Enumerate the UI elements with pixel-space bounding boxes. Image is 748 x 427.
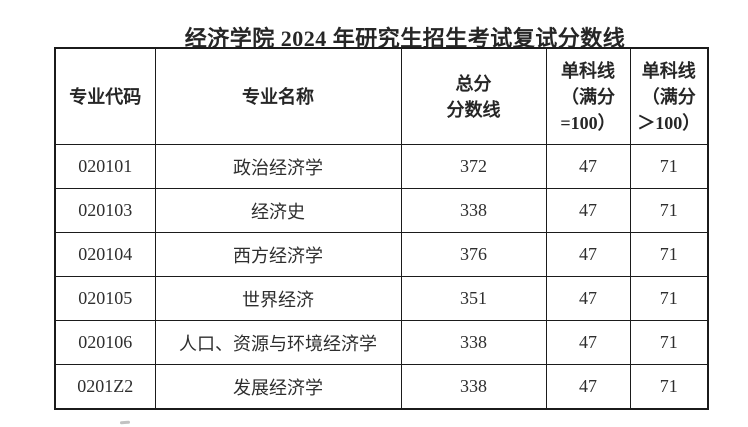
cell-single-gt100: 71 (629, 188, 709, 233)
col-header-single-subject-100: 单科线 （满分 =100） (545, 47, 631, 145)
cell-single-gt100: 71 (629, 144, 709, 189)
cell-single-100: 47 (545, 144, 631, 189)
col-header-major-name: 专业名称 (154, 47, 402, 145)
cell-total-score: 372 (400, 144, 547, 189)
header-line: ＞100） (637, 112, 701, 133)
cell-major-name: 人口、资源与环境经济学 (154, 320, 402, 365)
cell-total-score: 376 (400, 232, 547, 277)
table-header-row: 专业代码 专业名称 总分 分数线 单科线 （满分 =100） 单科线 （满分 (54, 47, 709, 145)
cell-major-code: 020105 (54, 276, 156, 321)
cell-major-code: 020106 (54, 320, 156, 365)
col-header-total-score: 总分 分数线 (400, 47, 547, 145)
header-line: （满分 (561, 86, 615, 107)
col-header-major-code: 专业代码 (54, 47, 156, 145)
score-line-table: 专业代码 专业名称 总分 分数线 单科线 （满分 =100） 单科线 （满分 (54, 47, 709, 410)
header-line: 单科线 (641, 60, 696, 81)
cell-total-score: 338 (400, 188, 547, 233)
cell-total-score: 338 (400, 320, 547, 365)
cell-major-name: 发展经济学 (154, 364, 402, 410)
cell-total-score: 351 (400, 276, 547, 321)
table-row: 020103 经济史 338 47 71 (54, 188, 709, 233)
cell-total-score: 338 (400, 364, 547, 410)
cell-single-gt100: 71 (629, 320, 709, 365)
cell-single-gt100: 71 (629, 232, 709, 277)
cell-major-name: 世界经济 (154, 276, 402, 321)
header-line: （满分 (641, 86, 696, 107)
cell-major-code: 0201Z2 (54, 364, 156, 410)
cell-major-code: 020103 (54, 188, 156, 233)
table-row: 020106 人口、资源与环境经济学 338 47 71 (54, 320, 709, 365)
cell-major-code: 020104 (54, 232, 156, 277)
cell-major-name: 政治经济学 (154, 144, 402, 189)
cell-major-name: 经济史 (154, 188, 402, 233)
table-row: 020101 政治经济学 372 47 71 (54, 144, 709, 189)
table-row: 020104 西方经济学 376 47 71 (54, 232, 709, 277)
header-line: 专业代码 (69, 86, 142, 107)
cell-major-name: 西方经济学 (154, 232, 402, 277)
header-line: 单科线 (561, 60, 615, 81)
header-line: 分数线 (446, 99, 501, 120)
stray-scan-artifact (119, 420, 131, 425)
page-title: 经济学院 2024 年研究生招生考试复试分数线 (184, 26, 626, 51)
cell-single-100: 47 (545, 232, 631, 277)
cell-single-100: 47 (545, 188, 631, 233)
header-line: =100） (560, 112, 616, 133)
table-row: 020105 世界经济 351 47 71 (54, 276, 709, 321)
header-line: 专业名称 (242, 86, 314, 107)
cell-single-gt100: 71 (629, 364, 709, 410)
header-line: 总分 (455, 73, 492, 94)
cell-single-gt100: 71 (629, 276, 709, 321)
cell-major-code: 020101 (54, 144, 156, 189)
cell-single-100: 47 (545, 364, 631, 410)
cell-single-100: 47 (545, 320, 631, 365)
col-header-single-subject-gt100: 单科线 （满分 ＞100） (629, 47, 709, 145)
table-row: 0201Z2 发展经济学 338 47 71 (54, 364, 709, 410)
cell-single-100: 47 (545, 276, 631, 321)
